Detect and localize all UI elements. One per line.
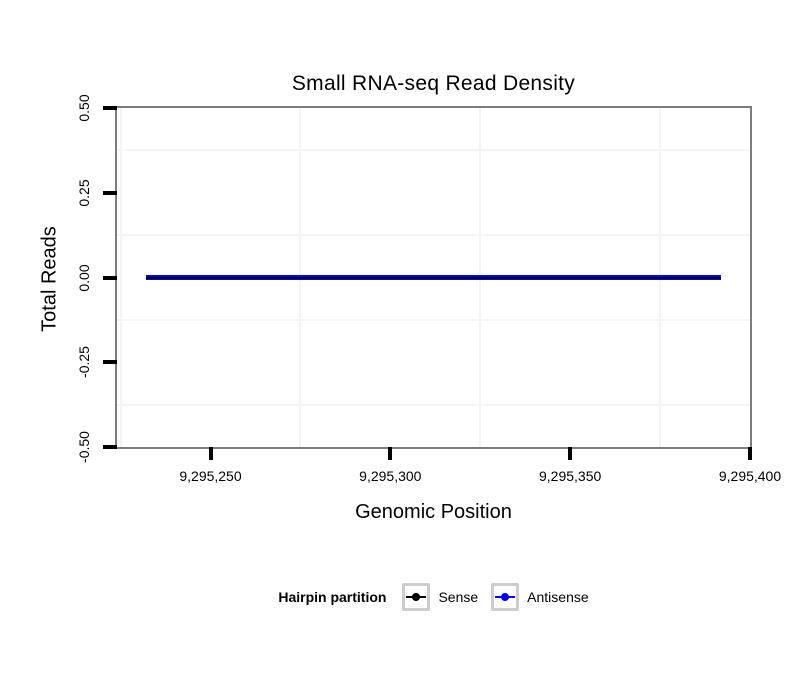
x-tick-label: 9,295,400 <box>718 468 782 484</box>
y-grid-minor-line <box>117 149 750 152</box>
legend-key-sense <box>402 583 431 611</box>
legend-label-sense: Sense <box>438 589 479 605</box>
y-tick-label: 0.25 <box>76 179 92 207</box>
y-grid-minor-line <box>117 403 750 406</box>
y-axis-title: Total Reads <box>38 226 61 332</box>
x-tick-label: 9,295,350 <box>539 468 602 484</box>
y-tick-label: 0.00 <box>76 263 92 292</box>
y-tick-mark <box>103 445 117 449</box>
plot-title: Small RNA-seq Read Density <box>291 72 576 95</box>
y-tick-mark <box>103 106 117 110</box>
legend-key-point <box>501 593 510 601</box>
y-tick-label: -0.50 <box>76 431 92 463</box>
y-tick-label: 0.50 <box>76 94 92 122</box>
series-line-sense <box>145 276 722 279</box>
x-tick-mark <box>388 447 393 460</box>
legend-key-point <box>412 593 421 601</box>
y-tick-mark <box>103 360 117 365</box>
y-tick-label: -0.25 <box>76 346 92 379</box>
legend-item-antisense: Antisense <box>491 583 589 611</box>
x-tick-label: 9,295,250 <box>179 468 242 484</box>
x-tick-mark <box>208 447 213 460</box>
y-grid-minor-line <box>117 234 750 237</box>
legend-item-sense: Sense <box>402 583 478 611</box>
legend-key-antisense <box>491 583 520 611</box>
legend-title: Hairpin partition <box>278 589 387 605</box>
plot-panel <box>115 106 752 449</box>
x-axis-title: Genomic Position <box>355 501 512 523</box>
legend-label-antisense: Antisense <box>527 589 589 605</box>
x-tick-mark <box>748 447 752 460</box>
legend: Hairpin partition Sense Antisense <box>117 580 750 614</box>
x-tick-label: 9,295,300 <box>359 468 422 484</box>
x-tick-mark <box>568 447 573 460</box>
y-tick-mark <box>103 275 117 280</box>
y-tick-mark <box>103 190 117 195</box>
x-grid-minor-line <box>119 108 122 447</box>
y-grid-minor-line <box>117 318 750 321</box>
